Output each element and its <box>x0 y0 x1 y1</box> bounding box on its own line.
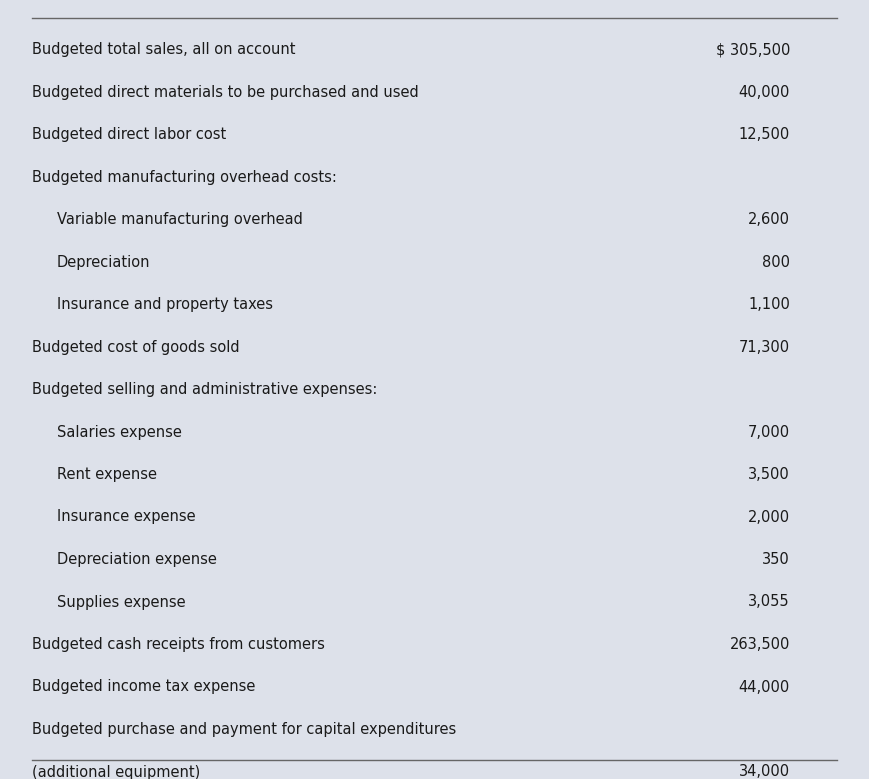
Text: Budgeted purchase and payment for capital expenditures: Budgeted purchase and payment for capita… <box>32 722 456 737</box>
Text: Variable manufacturing overhead: Variable manufacturing overhead <box>57 212 303 227</box>
Text: 1,100: 1,100 <box>748 297 790 312</box>
Text: Supplies expense: Supplies expense <box>57 594 186 609</box>
Text: Budgeted manufacturing overhead costs:: Budgeted manufacturing overhead costs: <box>32 170 337 185</box>
Text: 2,600: 2,600 <box>748 212 790 227</box>
Text: 3,055: 3,055 <box>748 594 790 609</box>
Text: Budgeted selling and administrative expenses:: Budgeted selling and administrative expe… <box>32 382 377 397</box>
Text: 263,500: 263,500 <box>730 637 790 652</box>
Text: 3,500: 3,500 <box>748 467 790 482</box>
Text: 71,300: 71,300 <box>739 340 790 354</box>
Text: 12,500: 12,500 <box>739 127 790 142</box>
Text: Rent expense: Rent expense <box>57 467 157 482</box>
Text: Budgeted direct materials to be purchased and used: Budgeted direct materials to be purchase… <box>32 84 419 100</box>
Text: Budgeted cost of goods sold: Budgeted cost of goods sold <box>32 340 240 354</box>
Text: Insurance and property taxes: Insurance and property taxes <box>57 297 273 312</box>
Text: 7,000: 7,000 <box>748 425 790 439</box>
Text: 40,000: 40,000 <box>739 84 790 100</box>
Text: 350: 350 <box>762 552 790 567</box>
Text: Insurance expense: Insurance expense <box>57 509 196 524</box>
Text: 44,000: 44,000 <box>739 679 790 695</box>
Text: Salaries expense: Salaries expense <box>57 425 182 439</box>
Text: 800: 800 <box>762 255 790 270</box>
Text: Budgeted total sales, all on account: Budgeted total sales, all on account <box>32 42 295 57</box>
Text: $ 305,500: $ 305,500 <box>716 42 790 57</box>
Text: (additional equipment): (additional equipment) <box>32 764 200 779</box>
Text: Depreciation expense: Depreciation expense <box>57 552 217 567</box>
Text: Budgeted direct labor cost: Budgeted direct labor cost <box>32 127 226 142</box>
Text: Budgeted cash receipts from customers: Budgeted cash receipts from customers <box>32 637 325 652</box>
Text: Depreciation: Depreciation <box>57 255 150 270</box>
Text: 34,000: 34,000 <box>739 764 790 779</box>
Text: 2,000: 2,000 <box>748 509 790 524</box>
Text: Budgeted income tax expense: Budgeted income tax expense <box>32 679 255 695</box>
